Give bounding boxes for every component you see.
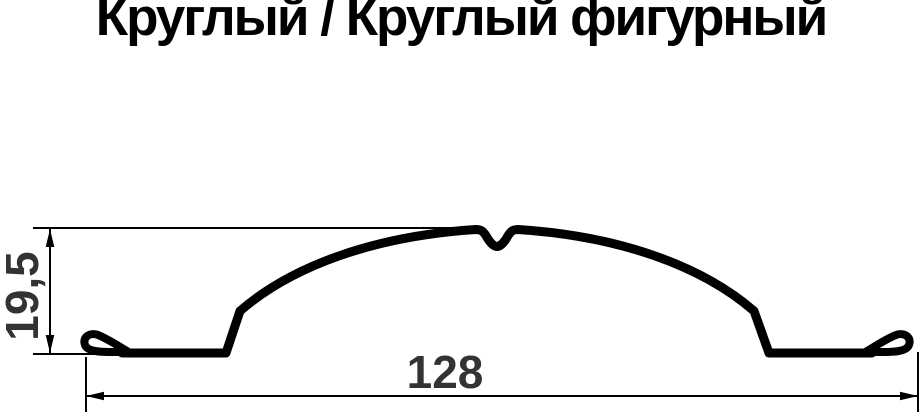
page-title: Круглый / Круглый фигурный xyxy=(95,0,828,47)
profile-outline xyxy=(117,225,877,358)
height-arrow-up-icon xyxy=(45,229,55,247)
width-arrow-right-icon xyxy=(900,391,918,401)
height-dimension-label: 19,5 xyxy=(0,251,48,341)
height-arrow-down-icon xyxy=(45,335,55,353)
right-edge-curl-icon xyxy=(863,330,914,357)
dimension-lines xyxy=(33,227,919,412)
dimension-arrows xyxy=(45,229,918,401)
left-edge-curl-icon xyxy=(80,330,131,357)
profile xyxy=(80,225,914,358)
dimension-labels: 19,5 128 xyxy=(0,251,483,398)
width-arrow-left-icon xyxy=(86,391,104,401)
width-dimension-label: 128 xyxy=(407,346,484,398)
